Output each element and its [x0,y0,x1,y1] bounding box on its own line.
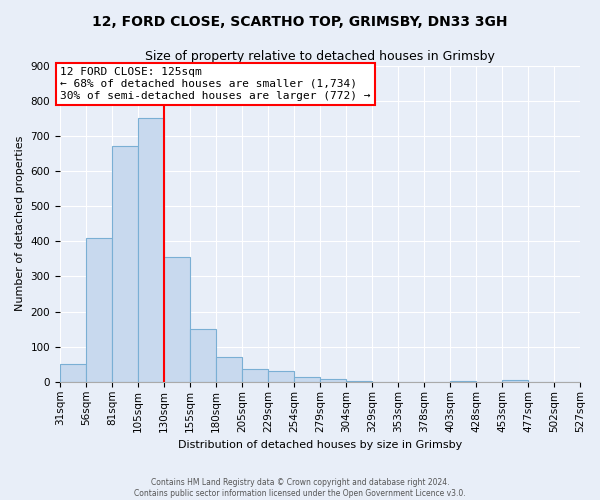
Bar [86,238,112,382]
Text: 12, FORD CLOSE, SCARTHO TOP, GRIMSBY, DN33 3GH: 12, FORD CLOSE, SCARTHO TOP, GRIMSBY, DN… [92,15,508,29]
Bar [450,381,476,382]
Bar [502,380,528,382]
Bar [112,146,138,382]
Bar [190,329,216,382]
Text: 12 FORD CLOSE: 125sqm
← 68% of detached houses are smaller (1,734)
30% of semi-d: 12 FORD CLOSE: 125sqm ← 68% of detached … [60,68,371,100]
Bar [216,358,242,382]
Bar [268,372,294,382]
Y-axis label: Number of detached properties: Number of detached properties [15,136,25,312]
Bar [294,376,320,382]
Bar [242,369,268,382]
X-axis label: Distribution of detached houses by size in Grimsby: Distribution of detached houses by size … [178,440,462,450]
Bar [138,118,164,382]
Title: Size of property relative to detached houses in Grimsby: Size of property relative to detached ho… [145,50,495,63]
Bar [164,257,190,382]
Bar [60,364,86,382]
Bar [320,379,346,382]
Bar [346,381,372,382]
Text: Contains HM Land Registry data © Crown copyright and database right 2024.
Contai: Contains HM Land Registry data © Crown c… [134,478,466,498]
